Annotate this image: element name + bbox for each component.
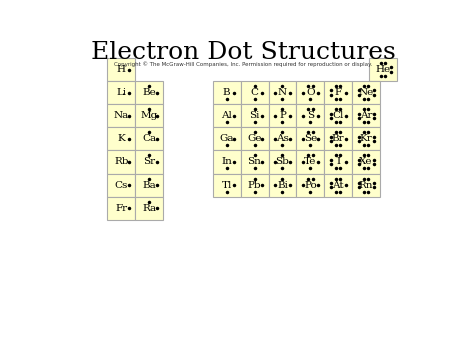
Bar xyxy=(324,151,352,174)
Bar xyxy=(135,151,163,174)
Text: C: C xyxy=(251,88,258,97)
Bar xyxy=(296,104,324,127)
Text: Br: Br xyxy=(332,134,345,143)
Bar xyxy=(268,127,296,151)
Bar xyxy=(296,151,324,174)
Text: Kr: Kr xyxy=(360,134,373,143)
Bar xyxy=(324,104,352,127)
Text: Bi: Bi xyxy=(277,181,288,190)
Text: Be: Be xyxy=(142,88,156,97)
Bar xyxy=(135,127,163,151)
Bar xyxy=(268,81,296,104)
Bar xyxy=(352,174,380,197)
Bar xyxy=(213,174,241,197)
Text: Po: Po xyxy=(304,181,317,190)
Text: O: O xyxy=(306,88,315,97)
Text: Si: Si xyxy=(249,111,260,120)
Text: S: S xyxy=(307,111,314,120)
Bar xyxy=(352,151,380,174)
Text: Copyright © The McGraw-Hill Companies, Inc. Permission required for reproduction: Copyright © The McGraw-Hill Companies, I… xyxy=(114,61,372,67)
Text: Cs: Cs xyxy=(115,181,128,190)
Text: Ar: Ar xyxy=(360,111,373,120)
Text: Li: Li xyxy=(116,88,126,97)
Bar xyxy=(107,58,135,81)
Bar xyxy=(352,127,380,151)
Text: Sn: Sn xyxy=(247,158,262,166)
Text: Ga: Ga xyxy=(219,134,234,143)
Bar xyxy=(369,58,397,81)
Text: Ca: Ca xyxy=(142,134,156,143)
Text: I: I xyxy=(336,158,340,166)
Text: Cl: Cl xyxy=(333,111,344,120)
Text: Ge: Ge xyxy=(247,134,262,143)
Text: Sb: Sb xyxy=(275,158,290,166)
Bar xyxy=(352,104,380,127)
Bar xyxy=(296,174,324,197)
Bar xyxy=(107,151,135,174)
Bar xyxy=(135,197,163,220)
Text: Rb: Rb xyxy=(114,158,128,166)
Text: As: As xyxy=(276,134,289,143)
Text: Fr: Fr xyxy=(115,204,128,213)
Bar xyxy=(241,127,268,151)
Text: Na: Na xyxy=(114,111,129,120)
Bar xyxy=(324,174,352,197)
Text: H: H xyxy=(117,65,126,74)
Bar xyxy=(213,81,241,104)
Text: Electron Dot Structures: Electron Dot Structures xyxy=(91,41,395,64)
Bar xyxy=(107,127,135,151)
Bar xyxy=(107,104,135,127)
Bar xyxy=(324,81,352,104)
Bar xyxy=(107,81,135,104)
Bar xyxy=(107,197,135,220)
Bar xyxy=(296,127,324,151)
Text: He: He xyxy=(375,65,391,74)
Text: Rn: Rn xyxy=(359,181,374,190)
Bar xyxy=(241,104,268,127)
Bar xyxy=(268,174,296,197)
Bar xyxy=(107,174,135,197)
Text: Tl: Tl xyxy=(221,181,232,190)
Text: Ne: Ne xyxy=(358,88,374,97)
Bar xyxy=(296,81,324,104)
Text: B: B xyxy=(223,88,230,97)
Text: Ra: Ra xyxy=(142,204,156,213)
Text: P: P xyxy=(279,111,286,120)
Bar xyxy=(352,81,380,104)
Text: K: K xyxy=(118,134,125,143)
Text: Te: Te xyxy=(304,158,317,166)
Bar xyxy=(268,104,296,127)
Bar xyxy=(213,151,241,174)
Bar xyxy=(324,127,352,151)
Text: Sr: Sr xyxy=(143,158,155,166)
Bar xyxy=(241,151,268,174)
Text: Al: Al xyxy=(221,111,232,120)
Bar xyxy=(213,104,241,127)
Bar xyxy=(213,127,241,151)
Bar xyxy=(268,151,296,174)
Text: Se: Se xyxy=(304,134,317,143)
Bar xyxy=(135,174,163,197)
Text: Mg: Mg xyxy=(140,111,158,120)
Text: Ba: Ba xyxy=(142,181,156,190)
Text: At: At xyxy=(332,181,344,190)
Text: Pb: Pb xyxy=(248,181,261,190)
Bar xyxy=(135,104,163,127)
Bar xyxy=(135,81,163,104)
Bar xyxy=(241,174,268,197)
Text: N: N xyxy=(278,88,287,97)
Text: Xe: Xe xyxy=(359,158,373,166)
Text: F: F xyxy=(335,88,342,97)
Text: In: In xyxy=(221,158,232,166)
Bar xyxy=(241,81,268,104)
